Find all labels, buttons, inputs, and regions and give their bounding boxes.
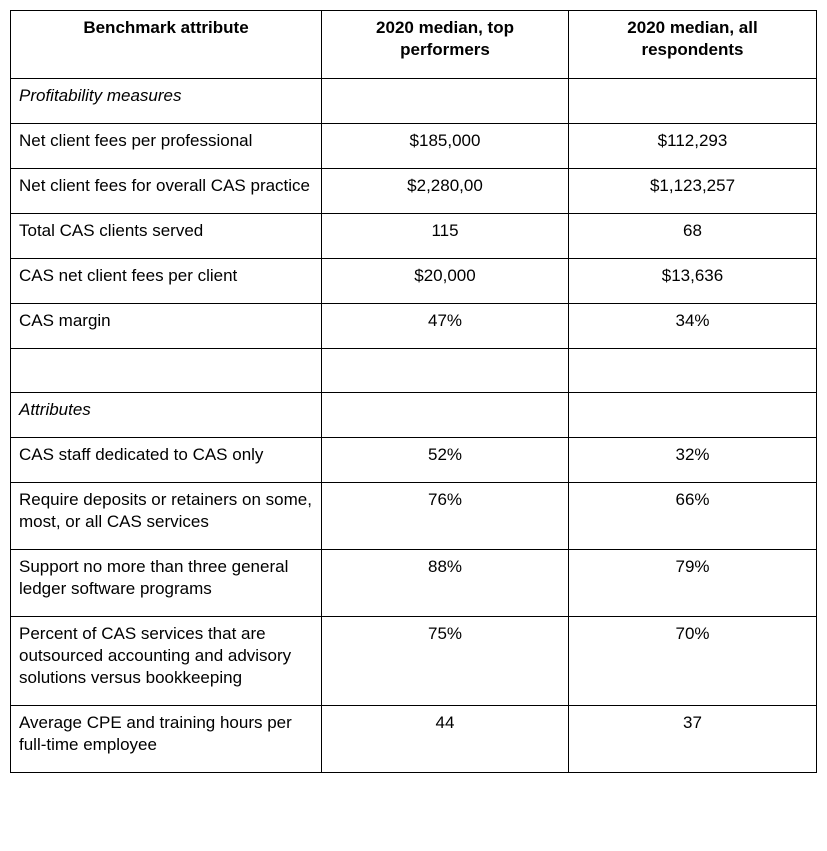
table-row: Require deposits or retainers on some, m… [10, 482, 817, 550]
table-row: Percent of CAS services that are outsour… [10, 616, 817, 706]
cell-top-performers: 75% [321, 616, 569, 706]
cell-attribute: Net client fees for overall CAS practice [10, 168, 322, 214]
table-row: Average CPE and training hours per full-… [10, 705, 817, 773]
header-all-respondents: 2020 median, all respondents [568, 10, 817, 79]
table-row-section-attributes: Attributes [10, 392, 817, 438]
cell-attribute [10, 348, 322, 393]
cell-top-performers: $2,280,00 [321, 168, 569, 214]
table-row: Net client fees for overall CAS practice… [10, 168, 817, 214]
cell-all-respondents: 79% [568, 549, 817, 617]
cell-all-respondents: 68 [568, 213, 817, 259]
cell-attribute: Percent of CAS services that are outsour… [10, 616, 322, 706]
table-row: CAS net client fees per client $20,000 $… [10, 258, 817, 304]
cell-all-respondents [568, 78, 817, 124]
section-label: Profitability measures [10, 78, 322, 124]
cell-top-performers: $20,000 [321, 258, 569, 304]
benchmark-table: Benchmark attribute 2020 median, top per… [10, 10, 817, 773]
cell-attribute: Net client fees per professional [10, 123, 322, 169]
table-row: Total CAS clients served 115 68 [10, 213, 817, 259]
cell-all-respondents [568, 348, 817, 393]
cell-all-respondents: $1,123,257 [568, 168, 817, 214]
cell-top-performers: 52% [321, 437, 569, 483]
cell-all-respondents [568, 392, 817, 438]
table-header: Benchmark attribute 2020 median, top per… [10, 10, 817, 79]
table-row: Net client fees per professional $185,00… [10, 123, 817, 169]
table-row-empty [10, 348, 817, 393]
cell-all-respondents: $112,293 [568, 123, 817, 169]
cell-top-performers [321, 78, 569, 124]
header-top-performers: 2020 median, top performers [321, 10, 569, 79]
cell-top-performers: 115 [321, 213, 569, 259]
cell-all-respondents: 34% [568, 303, 817, 349]
cell-top-performers [321, 392, 569, 438]
section-label: Attributes [10, 392, 322, 438]
cell-attribute: CAS margin [10, 303, 322, 349]
cell-attribute: CAS staff dedicated to CAS only [10, 437, 322, 483]
cell-attribute: Average CPE and training hours per full-… [10, 705, 322, 773]
table-row: CAS staff dedicated to CAS only 52% 32% [10, 437, 817, 483]
cell-all-respondents: 32% [568, 437, 817, 483]
cell-all-respondents: 70% [568, 616, 817, 706]
cell-top-performers: 44 [321, 705, 569, 773]
cell-all-respondents: $13,636 [568, 258, 817, 304]
cell-all-respondents: 37 [568, 705, 817, 773]
cell-top-performers: 76% [321, 482, 569, 550]
cell-all-respondents: 66% [568, 482, 817, 550]
table-body: Profitability measures Net client fees p… [10, 78, 817, 773]
table-row-section-profitability: Profitability measures [10, 78, 817, 124]
cell-top-performers: 47% [321, 303, 569, 349]
cell-attribute: CAS net client fees per client [10, 258, 322, 304]
table-row: CAS margin 47% 34% [10, 303, 817, 349]
cell-attribute: Total CAS clients served [10, 213, 322, 259]
header-row: Benchmark attribute 2020 median, top per… [10, 10, 817, 79]
cell-top-performers: $185,000 [321, 123, 569, 169]
cell-top-performers: 88% [321, 549, 569, 617]
header-benchmark-attribute: Benchmark attribute [10, 10, 322, 79]
cell-attribute: Require deposits or retainers on some, m… [10, 482, 322, 550]
cell-top-performers [321, 348, 569, 393]
table-row: Support no more than three general ledge… [10, 549, 817, 617]
cell-attribute: Support no more than three general ledge… [10, 549, 322, 617]
